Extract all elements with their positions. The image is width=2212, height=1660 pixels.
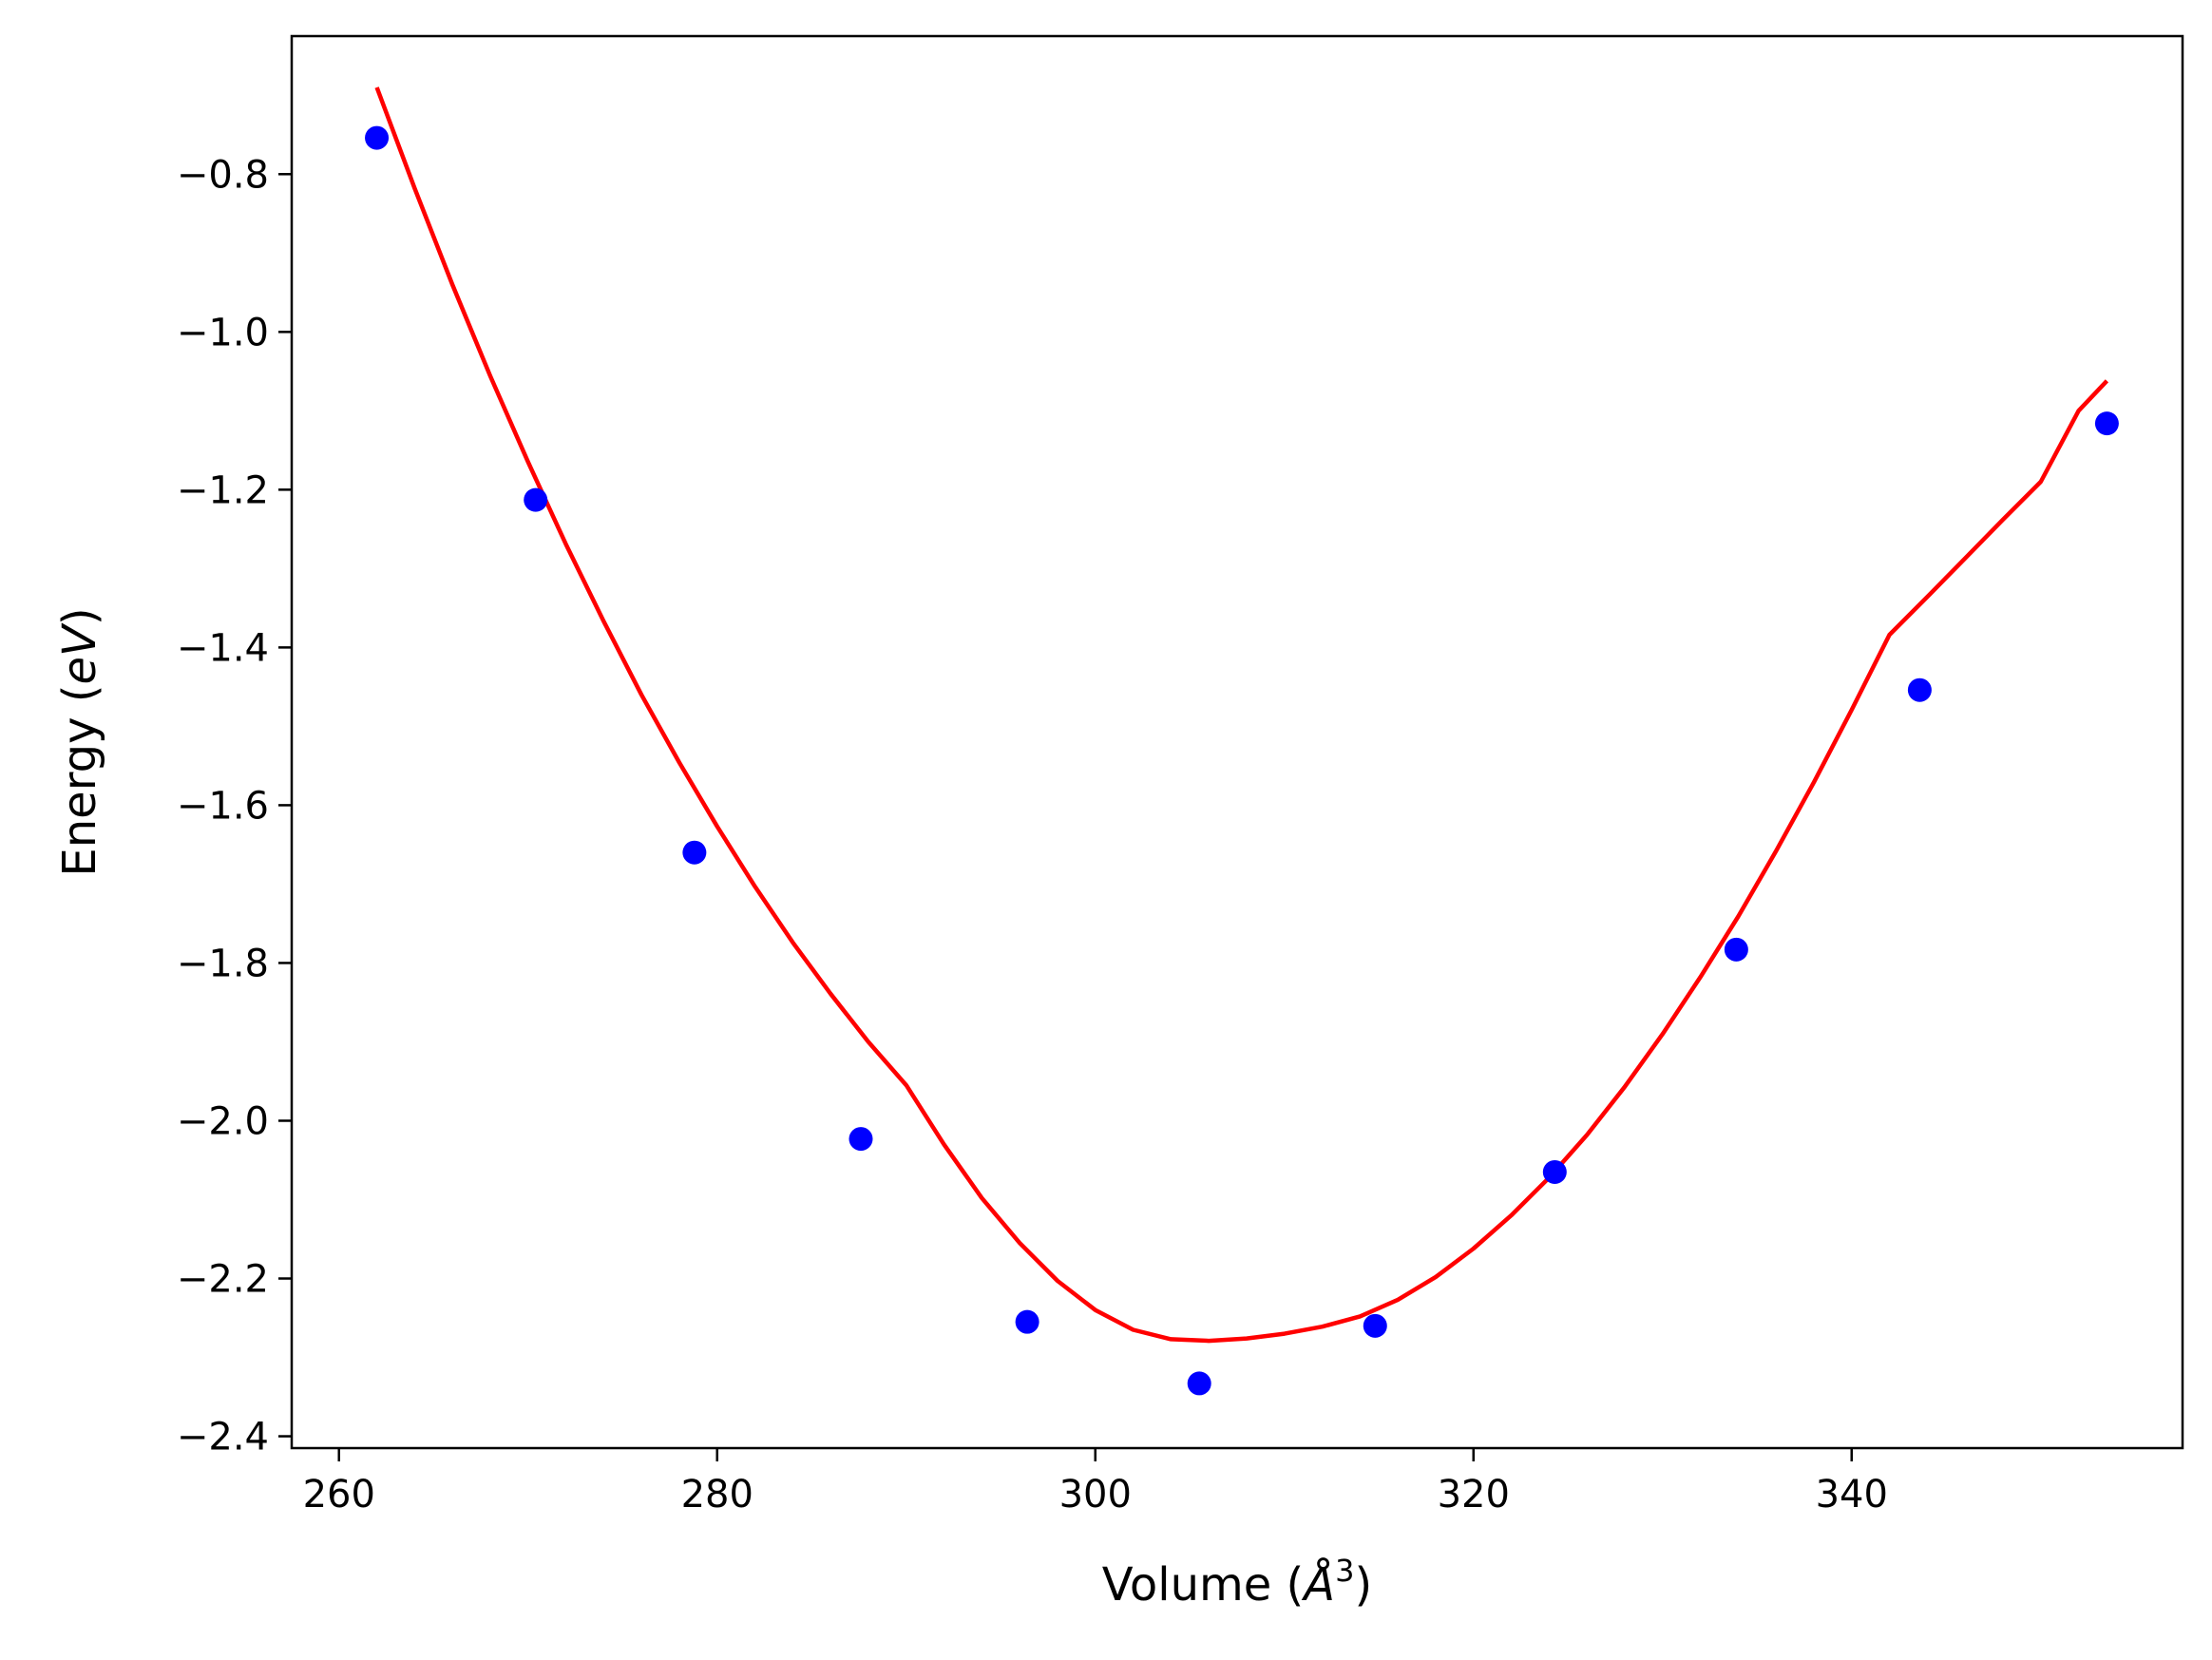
axes-frame [290,34,2184,1450]
fit-curve-line [374,86,2109,1344]
y-tick-label: −0.8 [177,153,269,197]
y-axis-label: Energy (eV) [53,607,106,876]
y-axis: −2.4 −2.2 −2.0 −1.8 −1.6 −1.4 −1.2 −1.0 −0.8 [177,153,292,1460]
data-point [1724,937,1748,962]
data-point [1542,1159,1567,1184]
x-axis: 260 280 300 320 340 [303,1448,1888,1517]
data-point [849,1127,873,1152]
data-point [2094,411,2119,436]
y-tick-label: −1.0 [177,311,269,354]
data-point [682,840,707,865]
x-axis-label: Volume (Å3) [1102,1553,1372,1612]
x-tick-label: 260 [303,1473,375,1517]
data-point [1015,1309,1039,1334]
x-tick-label: 280 [681,1473,753,1517]
y-tick-label: −1.4 [177,626,269,670]
y-tick-label: −2.2 [177,1258,269,1302]
y-tick-label: −1.2 [177,468,269,512]
data-point [1363,1313,1387,1338]
y-tick-label: −1.6 [177,784,269,828]
x-tick-label: 300 [1059,1473,1132,1517]
x-tick-label: 340 [1816,1473,1888,1517]
data-point [524,487,548,512]
data-point [365,125,390,150]
plot-area [365,86,2119,1396]
data-point [1907,677,1932,702]
y-tick-label: −1.8 [177,942,269,985]
x-tick-label: 320 [1438,1473,1510,1517]
data-point [1187,1371,1211,1396]
y-tick-label: −2.0 [177,1099,269,1143]
y-tick-label: −2.4 [177,1416,269,1460]
